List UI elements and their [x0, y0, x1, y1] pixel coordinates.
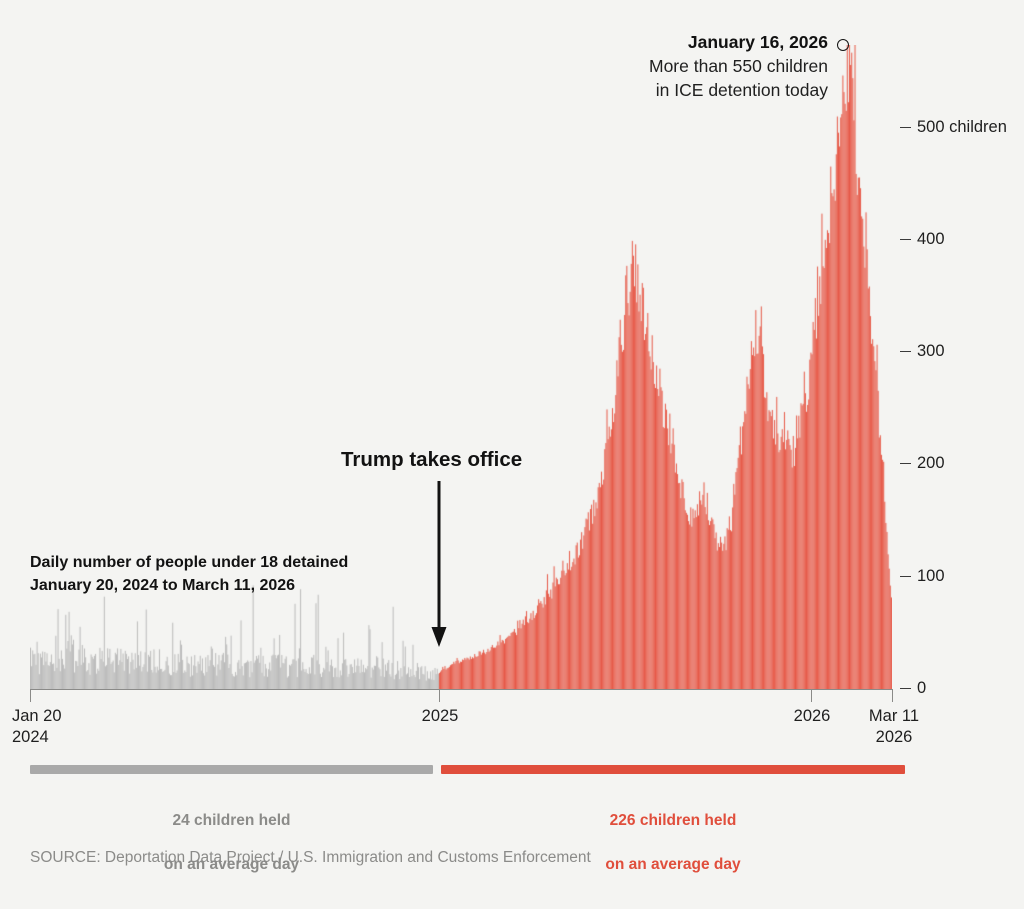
y-tick-400: 400 [900, 230, 945, 249]
x-axis-baseline [30, 689, 892, 690]
y-tick-label: 200 [917, 454, 945, 472]
y-tick-label: 500 children [917, 118, 1007, 136]
legend-before-line2: on an average day [163, 856, 300, 873]
x-tick-start [30, 689, 31, 702]
circle-outline-marker-icon [837, 39, 849, 51]
y-dash-icon [900, 575, 911, 578]
legend-after-line2: on an average day [605, 856, 741, 873]
y-tick-200: 200 [900, 454, 945, 473]
legend-text-before: 24 children held on an average day [30, 788, 433, 876]
y-dash-icon [900, 462, 911, 465]
y-dash-icon [900, 238, 911, 241]
arrow-down-icon [431, 481, 447, 647]
y-tick-300: 300 [900, 342, 945, 361]
legend-after-line1: 226 children held [609, 812, 737, 829]
y-tick-label: 0 [917, 679, 927, 697]
peak-callout-line2: More than 550 children [649, 55, 828, 76]
x-label-end: Mar 11 2026 [868, 707, 920, 747]
y-tick-label: 300 [917, 342, 945, 360]
legend-segment-after: 226 children held on an average day [441, 765, 905, 876]
y-dash-icon [900, 350, 911, 353]
peak-callout-line3: in ICE detention today [655, 79, 828, 100]
y-dash-icon [900, 687, 911, 690]
x-label-2026: 2026 [793, 707, 831, 725]
legend-before-line1: 24 children held [172, 812, 291, 829]
period-legend: 24 children held on an average day 226 c… [30, 765, 905, 873]
legend-segment-before: 24 children held on an average day [30, 765, 433, 876]
plot-area [30, 45, 892, 689]
x-tick-2026 [811, 689, 812, 702]
daily-detention-bars [30, 45, 892, 689]
peak-callout: January 16, 2026 More than 550 children … [649, 31, 828, 102]
legend-text-after: 226 children held on an average day [441, 788, 905, 876]
y-dash-icon [900, 126, 911, 129]
legend-bar-before [30, 765, 433, 774]
y-tick-label: 100 [917, 567, 945, 585]
chart-title-line1: Daily number of people under 18 detained [30, 554, 349, 571]
x-tick-end [892, 689, 893, 702]
y-tick-100: 100 [900, 567, 945, 586]
x-tick-2025 [439, 689, 440, 702]
x-label-2025: 2025 [421, 707, 459, 725]
peak-callout-date: January 16, 2026 [687, 32, 828, 52]
source-note: SOURCE: Deportation Data Project / U.S. … [30, 849, 591, 866]
x-label-start: Jan 20 2024 [12, 707, 62, 747]
event-callout-label: Trump takes office [341, 448, 523, 471]
y-tick-500: 500 children [900, 118, 1007, 137]
legend-bar-after [441, 765, 905, 774]
y-tick-label: 400 [917, 230, 945, 248]
chart-title-line2: January 20, 2024 to March 11, 2026 [30, 576, 296, 594]
y-tick-0: 0 [900, 679, 926, 698]
chart-title-block: Daily number of people under 18 detained… [30, 552, 348, 597]
